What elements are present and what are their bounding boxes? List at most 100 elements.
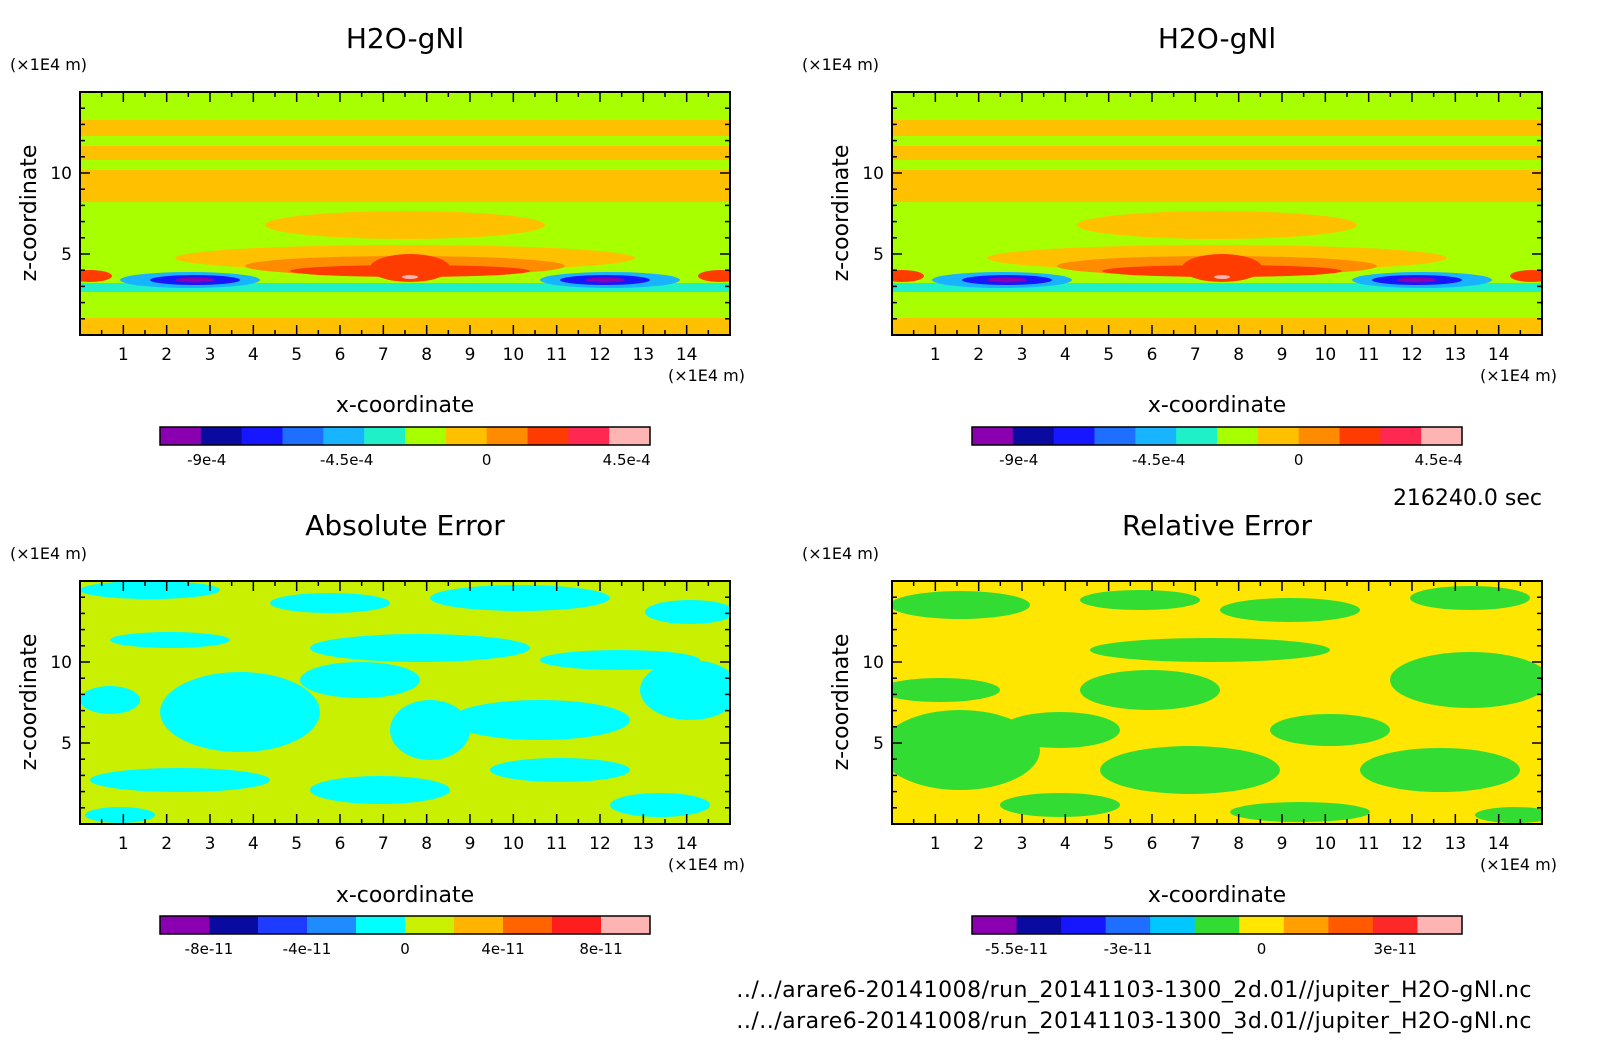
z-axis-label: z-coordinate bbox=[17, 145, 42, 282]
colorbar-swatch bbox=[503, 916, 553, 934]
panel-title: Absolute Error bbox=[305, 509, 505, 542]
x-tick-label: 2 bbox=[161, 345, 172, 365]
colorbar-label: 8e-11 bbox=[579, 940, 622, 958]
colorbar-swatch bbox=[1283, 916, 1329, 934]
x-tick-label: 1 bbox=[118, 834, 129, 854]
colorbar-swatch bbox=[1372, 916, 1418, 934]
field-region bbox=[540, 650, 700, 670]
x-tick-label: 12 bbox=[1401, 834, 1423, 854]
field-region bbox=[1182, 254, 1262, 282]
colorbar-frame bbox=[971, 915, 1463, 935]
field-region bbox=[370, 254, 450, 282]
x-tick-label: 10 bbox=[503, 345, 525, 365]
field-region bbox=[85, 807, 155, 823]
x-tick-label: 1 bbox=[930, 834, 941, 854]
colorbar-label: 0 bbox=[1257, 940, 1267, 958]
field-region bbox=[175, 277, 215, 283]
x-tick-label: 6 bbox=[335, 834, 346, 854]
colorbar-swatch bbox=[1239, 916, 1285, 934]
field-region bbox=[1230, 802, 1370, 822]
colorbar: -5.5e-11 -3e-11 0 3e-11 bbox=[971, 915, 1463, 958]
x-tick-label: 8 bbox=[1233, 834, 1244, 854]
x-tick-label: 11 bbox=[1358, 834, 1380, 854]
field-region bbox=[450, 700, 630, 740]
colorbar-swatch bbox=[609, 427, 651, 445]
x-tick-label: 12 bbox=[589, 345, 611, 365]
colorbar-swatch bbox=[200, 427, 243, 445]
field-region bbox=[1090, 638, 1330, 662]
colorbar-swatch bbox=[209, 916, 259, 934]
colorbar-swatch bbox=[1217, 427, 1259, 445]
colorbar-label: 4e-11 bbox=[481, 940, 524, 958]
field-region bbox=[265, 211, 545, 239]
plot-area bbox=[892, 92, 1542, 335]
x-axis-label: x-coordinate bbox=[1148, 393, 1286, 418]
field-region bbox=[160, 672, 320, 752]
colorbar-swatch bbox=[1016, 916, 1062, 934]
field-region bbox=[430, 585, 610, 611]
x-unit-label: (×1E4 m) bbox=[668, 366, 745, 385]
z-axis-label: z-coordinate bbox=[17, 634, 42, 771]
colorbar-frame bbox=[159, 915, 651, 935]
plot-area bbox=[892, 581, 1542, 824]
colorbar-frame bbox=[159, 426, 651, 446]
x-tick-label: 5 bbox=[291, 834, 302, 854]
colorbar-swatch bbox=[972, 916, 1018, 934]
x-tick-label: 5 bbox=[1103, 345, 1114, 365]
panel-title: Relative Error bbox=[1122, 509, 1313, 542]
field-band bbox=[892, 120, 1542, 136]
field-band bbox=[80, 170, 730, 202]
field-region bbox=[892, 270, 924, 282]
colorbar: -9e-4 -4.5e-4 0 4.5e-4 bbox=[971, 426, 1463, 469]
field-region bbox=[270, 593, 390, 613]
field-region bbox=[585, 277, 625, 283]
colorbar-swatch bbox=[364, 427, 406, 445]
x-axis-label: x-coordinate bbox=[336, 883, 474, 908]
field-region bbox=[80, 581, 220, 599]
colorbar-label: -9e-4 bbox=[187, 451, 226, 469]
colorbar-label: -5.5e-11 bbox=[985, 940, 1048, 958]
colorbar-swatch bbox=[568, 427, 610, 445]
x-tick-label: 4 bbox=[248, 834, 259, 854]
field-band bbox=[892, 283, 1542, 292]
x-tick-label: 13 bbox=[1445, 345, 1467, 365]
field-region bbox=[1220, 598, 1360, 622]
x-tick-label: 1 bbox=[930, 345, 941, 365]
x-tick-label: 9 bbox=[1277, 345, 1288, 365]
x-tick-label: 2 bbox=[973, 345, 984, 365]
x-unit-label: (×1E4 m) bbox=[668, 855, 745, 874]
z-unit-label: (×1E4 m) bbox=[10, 544, 87, 563]
field-region bbox=[1000, 793, 1120, 817]
x-tick-label: 3 bbox=[205, 834, 216, 854]
x-tick-label: 1 bbox=[118, 345, 129, 365]
field-region bbox=[1360, 748, 1520, 792]
x-tick-label: 6 bbox=[1147, 834, 1158, 854]
x-tick-label: 7 bbox=[1190, 345, 1201, 365]
colorbar-label: 0 bbox=[482, 451, 492, 469]
colorbar-swatch bbox=[1194, 916, 1240, 934]
z-unit-label: (×1E4 m) bbox=[10, 55, 87, 74]
field-region bbox=[300, 662, 420, 698]
z-tick-label: 5 bbox=[61, 734, 72, 754]
z-axis-label: z-coordinate bbox=[829, 634, 854, 771]
z-tick-label: 10 bbox=[862, 653, 884, 673]
panel-title: H2O-gNl bbox=[1158, 22, 1276, 55]
colorbar-swatch bbox=[1328, 916, 1374, 934]
x-tick-label: 12 bbox=[1401, 345, 1423, 365]
z-tick-label: 5 bbox=[873, 734, 884, 754]
x-axis-label: x-coordinate bbox=[1148, 883, 1286, 908]
colorbar-swatch bbox=[1380, 427, 1422, 445]
field-band bbox=[892, 146, 1542, 160]
z-tick-label: 5 bbox=[873, 245, 884, 265]
colorbar-label: 0 bbox=[400, 940, 410, 958]
x-tick-label: 9 bbox=[465, 345, 476, 365]
colorbar-frame bbox=[971, 426, 1463, 446]
x-tick-label: 3 bbox=[1017, 834, 1028, 854]
field-band bbox=[892, 170, 1542, 202]
x-tick-label: 4 bbox=[1060, 834, 1071, 854]
colorbar-swatch bbox=[486, 427, 528, 445]
field-region bbox=[1397, 277, 1437, 283]
